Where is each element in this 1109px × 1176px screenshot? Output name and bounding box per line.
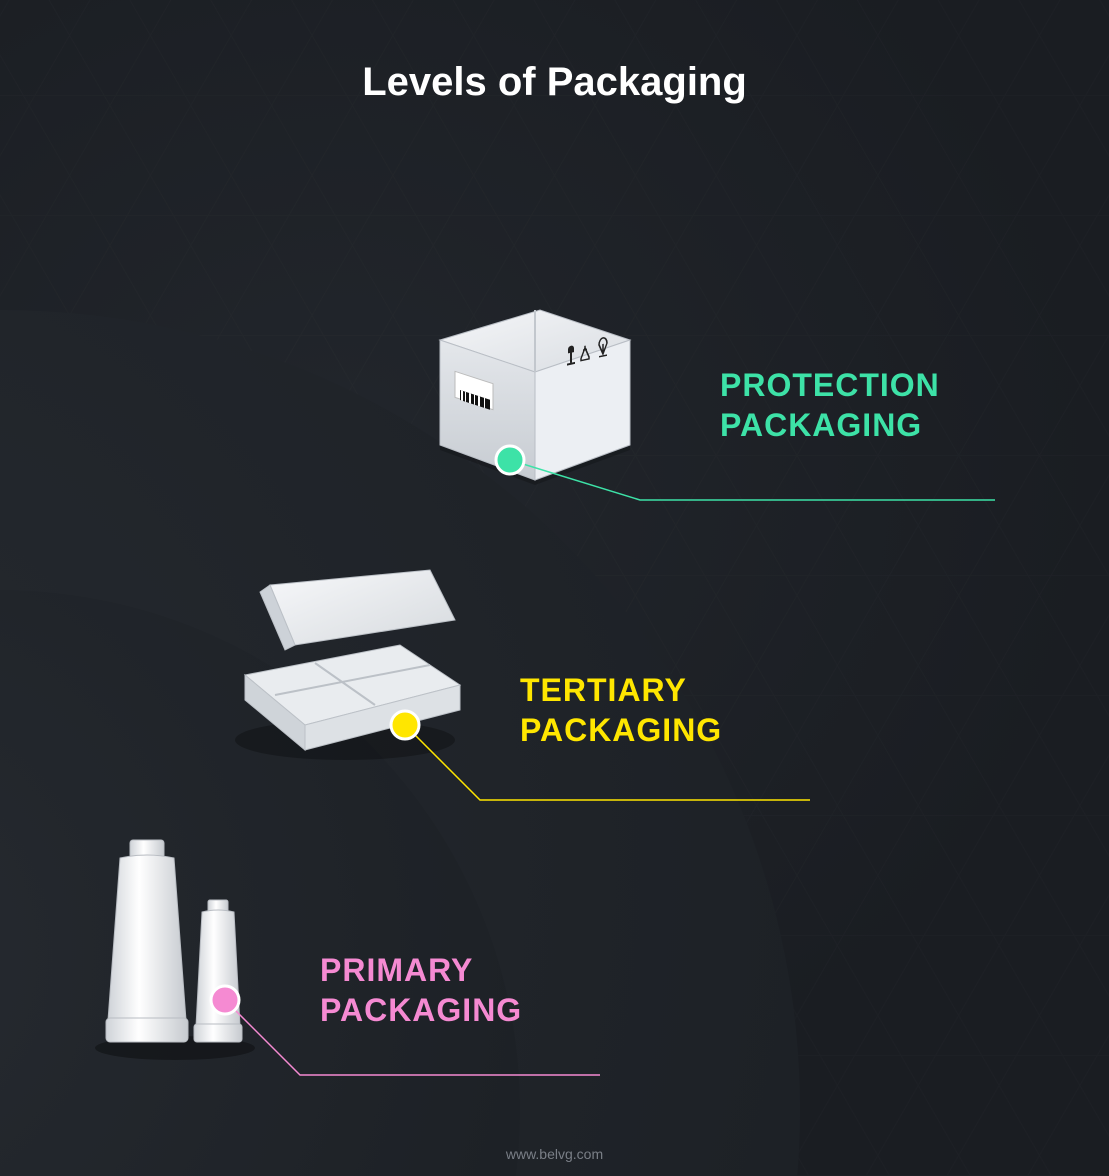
label-inner: PRIMARYPACKAGING bbox=[320, 950, 522, 1030]
infographic-canvas: PROTECTIONPACKAGING bbox=[0, 0, 1109, 1176]
open-box-icon bbox=[215, 565, 475, 765]
shipping-box-icon bbox=[420, 290, 640, 490]
tubes-icon bbox=[90, 830, 270, 1060]
footer-credit: www.belvg.com bbox=[0, 1146, 1109, 1162]
page-title: Levels of Packaging bbox=[0, 60, 1109, 105]
label-middle: TERTIARYPACKAGING bbox=[520, 670, 722, 750]
label-outer: PROTECTIONPACKAGING bbox=[720, 365, 940, 445]
